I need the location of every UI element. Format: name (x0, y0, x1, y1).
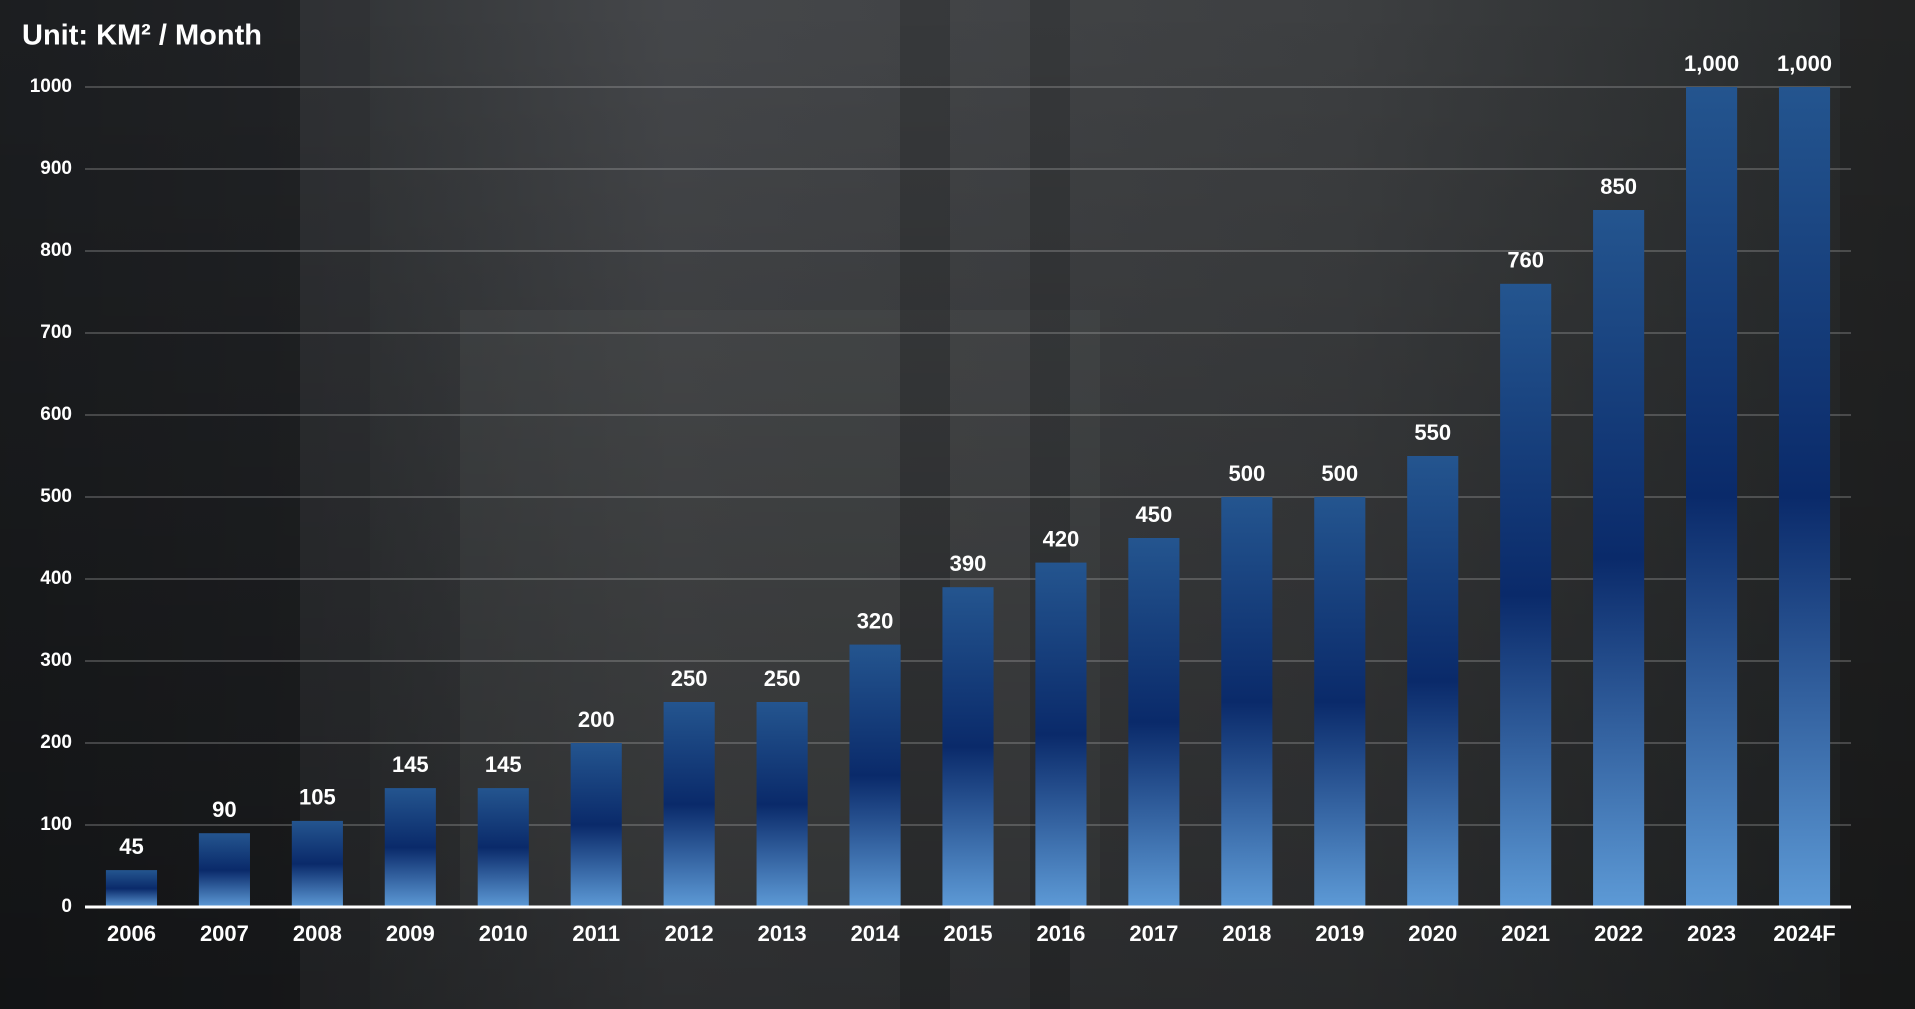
x-tick-label: 2011 (572, 921, 620, 946)
bar (756, 702, 808, 907)
bar (1128, 538, 1180, 907)
y-tick-label: 600 (40, 404, 72, 425)
x-tick-label: 2017 (1129, 921, 1178, 946)
data-label: 1,000 (1777, 51, 1832, 76)
x-tick-label: 2010 (479, 921, 528, 946)
chart-title: Unit: KM² / Month (22, 20, 262, 52)
x-tick-label: 2021 (1501, 921, 1550, 946)
y-tick-label: 1000 (30, 76, 72, 97)
bar (1221, 497, 1273, 907)
bar (1686, 87, 1738, 907)
data-label: 90 (212, 797, 236, 822)
x-tick-label: 2006 (107, 921, 156, 946)
bar (1500, 283, 1552, 907)
x-tick-label: 2012 (665, 921, 714, 946)
data-label: 390 (950, 551, 987, 576)
bar (1314, 497, 1366, 907)
y-tick-label: 500 (40, 486, 72, 507)
x-tick-label: 2023 (1687, 921, 1736, 946)
bar (384, 788, 436, 907)
bar (1407, 456, 1459, 907)
bar (105, 870, 158, 907)
data-label: 145 (485, 752, 522, 777)
x-tick-label: 2018 (1222, 921, 1271, 946)
bar (291, 820, 343, 907)
data-label: 450 (1136, 502, 1173, 527)
y-tick-label: 100 (40, 814, 72, 835)
data-label: 760 (1507, 248, 1544, 273)
y-tick-label: 300 (40, 650, 72, 671)
x-tick-label: 2016 (1036, 921, 1085, 946)
bar (849, 644, 901, 907)
bar (663, 702, 715, 907)
data-label: 145 (392, 752, 429, 777)
bar (477, 788, 529, 907)
x-tick-label: 2015 (944, 921, 993, 946)
x-tick-label: 2014 (851, 921, 901, 946)
data-label: 200 (578, 707, 615, 732)
y-tick-label: 800 (40, 240, 72, 261)
data-label: 500 (1321, 461, 1358, 486)
data-label: 105 (299, 785, 336, 810)
data-label: 1,000 (1684, 51, 1739, 76)
data-label: 850 (1600, 174, 1637, 199)
data-label: 420 (1043, 526, 1080, 551)
bar (198, 833, 250, 907)
data-label: 250 (764, 666, 801, 691)
x-tick-label: 2024F (1773, 921, 1835, 946)
x-tick-label: 2008 (293, 921, 342, 946)
x-tick-label: 2013 (758, 921, 807, 946)
data-label: 500 (1228, 461, 1265, 486)
bar (570, 743, 622, 907)
y-tick-label: 400 (40, 568, 72, 589)
y-tick-label: 200 (40, 732, 72, 753)
y-tick-label: 900 (40, 158, 72, 179)
x-tick-label: 2019 (1315, 921, 1364, 946)
bar (1035, 562, 1087, 907)
bar (942, 587, 994, 907)
y-tick-label: 700 (40, 322, 72, 343)
x-tick-label: 2009 (386, 921, 435, 946)
data-label: 250 (671, 666, 708, 691)
data-label: 45 (119, 834, 143, 859)
x-tick-label: 2020 (1408, 921, 1457, 946)
bar (1778, 87, 1831, 907)
x-tick-label: 2007 (200, 921, 249, 946)
x-tick-label: 2022 (1594, 921, 1643, 946)
bar (1593, 210, 1645, 907)
data-label: 320 (857, 608, 894, 633)
data-label: 550 (1414, 420, 1451, 445)
y-tick-label: 0 (61, 896, 72, 917)
